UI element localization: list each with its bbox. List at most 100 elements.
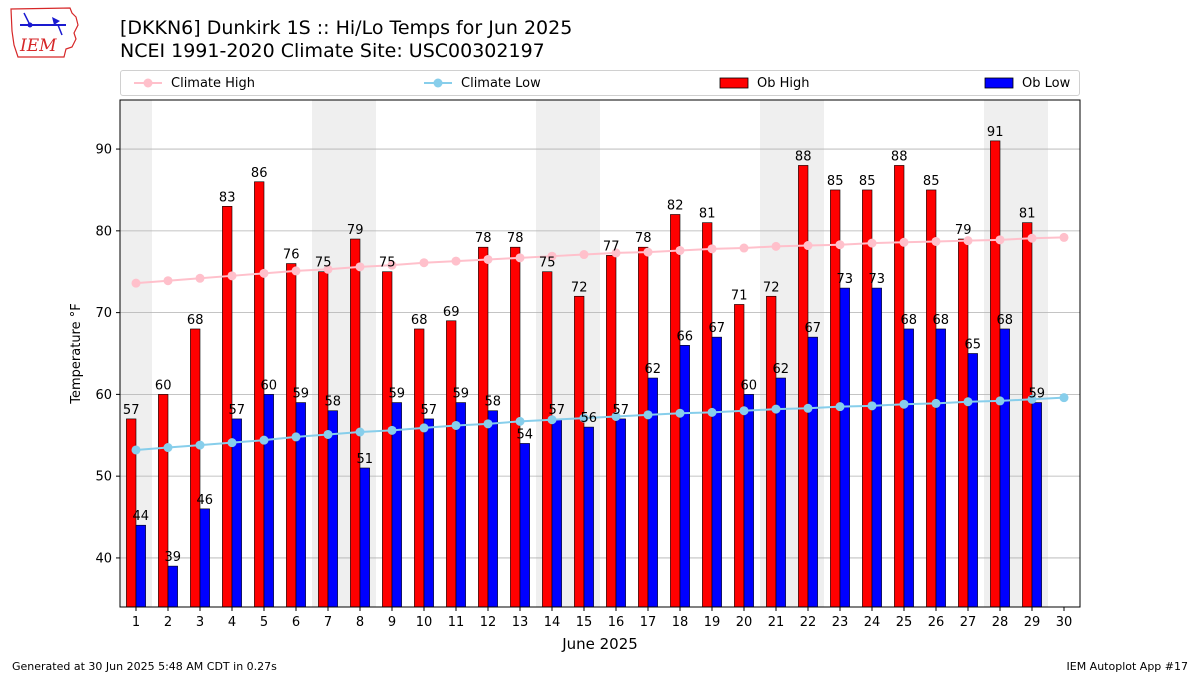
climate-high-point <box>931 236 941 246</box>
ob-low-label: 68 <box>933 313 950 328</box>
x-tick-label: 9 <box>388 615 396 630</box>
ob-high-label: 81 <box>699 207 716 222</box>
x-tick-label: 22 <box>800 615 817 630</box>
ob-low-label: 68 <box>901 313 918 328</box>
climate-low-point <box>707 407 717 417</box>
climate-high-point <box>867 238 877 248</box>
climate-high-point <box>899 237 909 247</box>
legend-item-climate-low: Climate Low <box>423 71 541 95</box>
climate-high-point <box>227 271 237 281</box>
climate-high-point <box>291 266 301 276</box>
gridlines <box>120 148 1080 559</box>
ob-high-bar <box>190 328 201 608</box>
iowa-outline-icon <box>10 7 79 58</box>
generated-timestamp: Generated at 30 Jun 2025 5:48 AM CDT in … <box>12 660 277 673</box>
climate-high-point <box>355 262 365 272</box>
climate-high-point <box>707 244 717 254</box>
ob-high-label: 68 <box>187 313 204 328</box>
climate-high-point <box>579 250 589 260</box>
ob-low-bar <box>807 336 818 608</box>
ob-high-bar <box>830 189 841 608</box>
ob-high-label: 79 <box>347 223 364 238</box>
ob-low-label: 73 <box>837 272 854 287</box>
climate-low-point <box>675 408 685 418</box>
ob-low-label: 44 <box>133 509 150 524</box>
ob-low-bar <box>199 508 210 608</box>
ob-high-bar <box>638 246 649 608</box>
climate-high-point <box>451 256 461 266</box>
ob-low-bar <box>551 418 562 608</box>
x-tick-label: 6 <box>292 615 300 630</box>
ob-low-label: 65 <box>965 338 982 353</box>
x-tick-label: 21 <box>768 615 785 630</box>
iem-logo: IEM <box>10 7 79 58</box>
ob-low-bar <box>263 394 274 608</box>
ob-high-label: 72 <box>763 280 780 295</box>
climate-low-point <box>195 440 205 450</box>
ob-high-bar <box>382 271 393 608</box>
climate-low-point <box>355 427 365 437</box>
ob-low-bar <box>231 418 242 608</box>
climate-low-point <box>259 435 269 445</box>
climate-low-point <box>931 398 941 408</box>
ob-high-bar <box>990 140 1001 608</box>
x-tick-label: 17 <box>640 615 657 630</box>
climate-high-point <box>1027 233 1037 243</box>
ob-low-label: 59 <box>453 387 470 402</box>
chart-title: [DKKN6] Dunkirk 1S :: Hi/Lo Temps for Ju… <box>120 17 573 39</box>
ob-high-label: 83 <box>219 190 236 205</box>
ob-low-label: 57 <box>421 403 438 418</box>
climate-low-point <box>547 415 557 425</box>
x-tick-label: 24 <box>864 615 881 630</box>
climate-lines <box>131 232 1069 455</box>
ob-low-bar <box>615 418 626 608</box>
ob-high-bar <box>926 189 937 608</box>
ob-high-label: 85 <box>859 174 876 189</box>
ob-high-bar <box>734 304 745 608</box>
chart-legend: Climate High Climate Low Ob High Ob Low <box>120 70 1080 96</box>
ob-high-bar <box>766 295 777 608</box>
ob-low-bar <box>455 402 466 608</box>
climate-low-point <box>1059 393 1069 403</box>
climate-low-point <box>835 402 845 412</box>
climate-low-point <box>419 423 429 433</box>
ob-high-bar <box>574 295 585 608</box>
climate-high-point <box>835 240 845 250</box>
ob-high-bar <box>798 165 809 608</box>
climate-low-point <box>131 445 141 455</box>
climate-high-point <box>643 247 653 257</box>
ob-high-label: 82 <box>667 198 684 213</box>
climate-high-point <box>387 260 397 270</box>
ob-low-bar <box>583 426 594 608</box>
logo-text: IEM <box>19 36 57 56</box>
ob-low-bar <box>327 410 338 608</box>
climate-high-point <box>771 241 781 251</box>
x-tick-label: 10 <box>416 615 433 630</box>
ob-low-label: 60 <box>741 378 758 393</box>
ob-low-label: 60 <box>261 378 278 393</box>
ob-low-bar <box>839 287 850 608</box>
climate-high-point <box>675 245 685 255</box>
bars <box>126 140 1042 608</box>
legend-item-climate-high: Climate High <box>133 71 255 95</box>
climate-low-point <box>387 425 397 435</box>
y-tick-label: 60 <box>95 388 112 403</box>
climate-low-point <box>739 406 749 416</box>
climate-high-point <box>739 243 749 253</box>
ob-low-bar <box>1031 402 1042 608</box>
climate-high-point <box>995 235 1005 245</box>
y-tick-label: 80 <box>95 224 112 239</box>
ob-high-bar <box>862 189 873 608</box>
climate-low-point <box>1027 394 1037 404</box>
climate-low-point <box>771 404 781 414</box>
x-tick-label: 11 <box>448 615 465 630</box>
ob-low-bar <box>903 328 914 608</box>
ob-low-label: 39 <box>165 550 182 565</box>
ob-high-label: 60 <box>155 378 172 393</box>
ob-low-label: 68 <box>997 313 1014 328</box>
ob-high-label: 86 <box>251 166 268 181</box>
x-tick-label: 26 <box>928 615 945 630</box>
ob-low-bar <box>711 336 722 608</box>
ob-low-label: 57 <box>229 403 246 418</box>
